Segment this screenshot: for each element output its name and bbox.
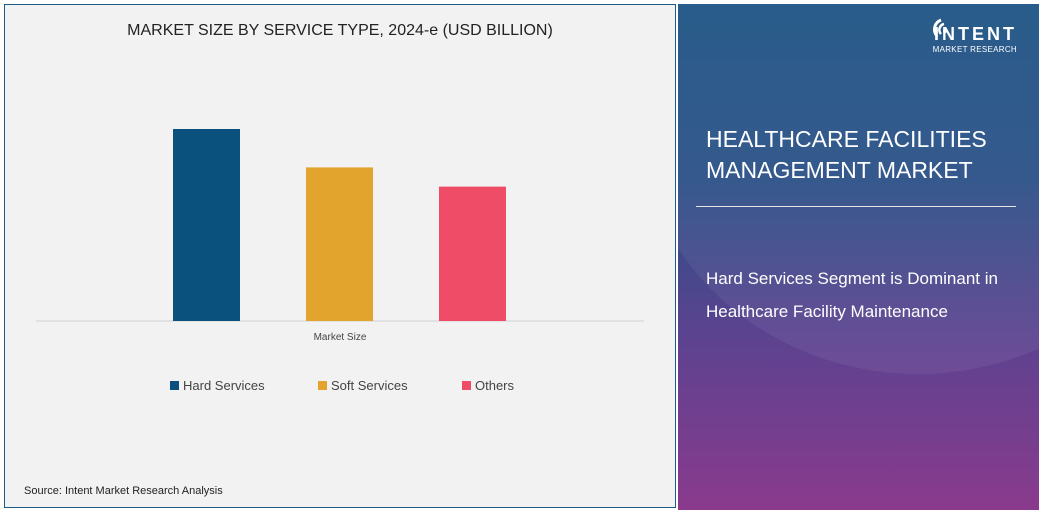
legend-item-others: Others [462,378,514,393]
legend-label: Hard Services [183,378,265,393]
market-tagline: Hard Services Segment is Dominant in Hea… [706,269,998,321]
legend-swatch [462,381,471,390]
decorative-arc [678,4,1039,374]
info-panel: INTENT MARKET RESEARCH HEALTHCARE FACILI… [678,4,1039,510]
market-heading: HEALTHCARE FACILITIES MANAGEMENT MARKET [706,126,987,183]
bar-soft-services [306,167,373,321]
legend-swatch [318,381,327,390]
logo-subtitle: MARKET RESEARCH [932,45,1017,54]
legend-item-soft-services: Soft Services [318,378,408,393]
x-tick-label: Market Size [314,332,367,343]
bar-hard-services [173,129,240,321]
chart-title: MARKET SIZE BY SERVICE TYPE, 2024-e (USD… [127,22,553,39]
logo-brand: INTENT [934,24,1017,44]
legend-label: Others [475,378,515,393]
source-note: Source: Intent Market Research Analysis [24,485,223,497]
legend-item-hard-services: Hard Services [170,378,265,393]
legend-label: Soft Services [331,378,408,393]
legend-swatch [170,381,179,390]
logo: INTENT MARKET RESEARCH [932,16,1017,54]
signal-icon [932,18,947,37]
divider [696,206,1016,207]
bar-chart: Market Size [36,129,644,343]
bar-others [439,186,506,321]
